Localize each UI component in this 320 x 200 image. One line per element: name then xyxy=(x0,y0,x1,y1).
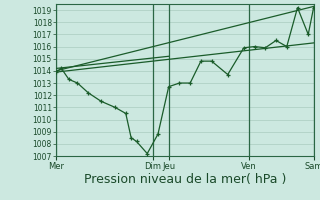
X-axis label: Pression niveau de la mer( hPa ): Pression niveau de la mer( hPa ) xyxy=(84,173,286,186)
